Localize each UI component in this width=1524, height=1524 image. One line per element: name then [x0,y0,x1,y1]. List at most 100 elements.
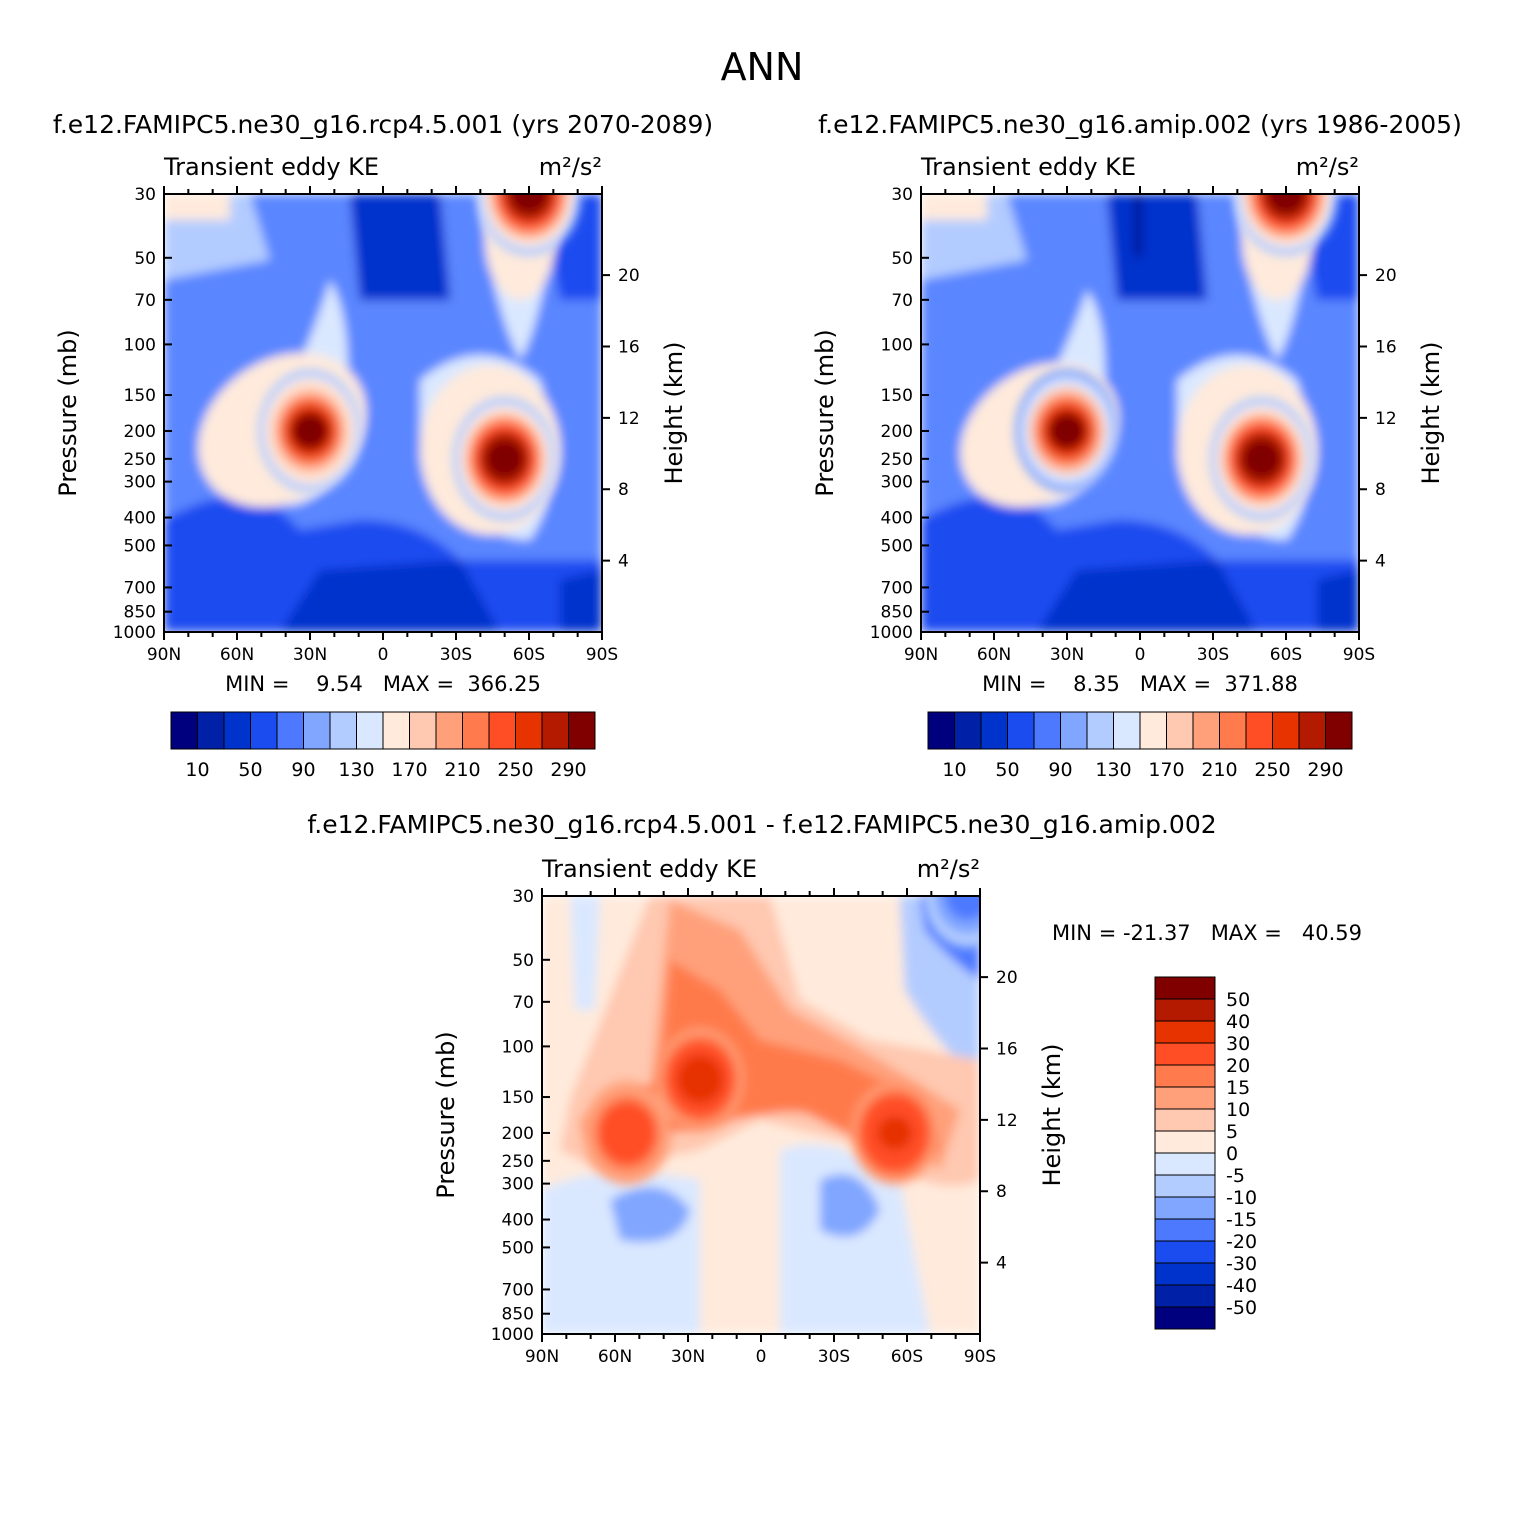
contour-band [609,1116,645,1150]
y2-tick-label: 12 [996,1111,1018,1131]
colorbar-box [435,711,463,750]
colorbar-box [954,711,982,750]
colorbar-box [409,711,437,750]
colorbar-box [1154,1284,1216,1308]
colorbar-box [515,711,543,750]
y2-axis-label: Height (km) [660,342,688,485]
colorbar-label: 210 [1201,759,1237,781]
x-tick-label: 60S [891,1347,923,1367]
x-tick-label: 90S [1343,645,1375,665]
stats-text: MIN = 8.35 MAX = 371.88 [982,672,1298,696]
colorbar-box [1154,1130,1216,1154]
y-tick-label: 500 [124,536,156,556]
y2-axis-label: Height (km) [1417,342,1445,485]
x-tick-label: 90S [964,1347,996,1367]
units-label: m²/s² [917,855,980,883]
x-tick-label: 60S [513,645,545,665]
y-tick-label: 200 [502,1124,534,1144]
y-tick-label: 400 [124,509,156,529]
y-tick-label: 700 [124,578,156,598]
colorbar-box [1154,1240,1216,1264]
colorbar-label: 30 [1226,1033,1250,1055]
colorbar-label: 10 [185,759,209,781]
y-tick-label: 100 [124,335,156,355]
colorbar-box [1033,711,1061,750]
colorbar-box [1113,711,1141,750]
x-tick-label: 60S [1270,645,1302,665]
y2-tick-label: 12 [1375,409,1397,429]
colorbar-box [1154,1262,1216,1286]
contour-band [1267,194,1305,213]
colorbar-label: 250 [497,759,533,781]
units-label: Transient eddy KE [541,855,757,883]
y-tick-label: 400 [881,509,913,529]
y2-tick-label: 8 [618,480,629,500]
colorbar-label: 40 [1226,1011,1250,1033]
x-tick-label: 60N [598,1347,632,1367]
y2-tick-label: 20 [1375,266,1397,286]
y-tick-label: 100 [881,335,913,355]
y2-tick-label: 16 [996,1039,1018,1059]
colorbar-box [170,711,198,750]
colorbar-label: -5 [1226,1165,1245,1187]
x-tick-label: 30S [818,1347,850,1367]
y-tick-label: 700 [881,578,913,598]
panel-case-title: f.e12.FAMIPC5.ne30_g16.amip.002 (yrs 198… [818,110,1462,139]
x-tick-label: 60N [220,645,254,665]
colorbar: 10 50 90 130 170 210 250 290 [927,711,1353,781]
colorbar-box [541,711,569,750]
y2-tick-label: 8 [996,1182,1007,1202]
y-tick-label: 1000 [113,623,156,643]
contour-band [950,896,980,913]
colorbar-box [1007,711,1035,750]
x-tick-label: 60N [977,645,1011,665]
y2-tick-label: 4 [618,552,629,572]
contour-band [291,412,329,450]
colorbar-label: 130 [1095,759,1131,781]
x-tick-label: 30N [1050,645,1084,665]
contour-band [486,440,524,478]
colorbar-box [568,711,596,750]
x-tick-label: 30S [1197,645,1229,665]
colorbar-box [250,711,278,750]
colorbar-label: 20 [1226,1055,1250,1077]
y-tick-label: 250 [124,450,156,470]
colorbar-box [980,711,1008,750]
y-tick-label: 850 [124,603,156,623]
x-tick-label: 30N [293,645,327,665]
colorbar-label: 10 [942,759,966,781]
y2-tick-label: 20 [996,968,1018,988]
y-tick-label: 250 [502,1152,534,1172]
x-tick-label: 0 [378,645,389,665]
y-tick-label: 150 [502,1088,534,1108]
colorbar-box [1154,998,1216,1022]
y2-axis-label: Height (km) [1038,1044,1066,1187]
colorbar-box [1219,711,1247,750]
colorbar-label: 210 [444,759,480,781]
colorbar-box [1272,711,1300,750]
colorbar-label: 15 [1226,1077,1250,1099]
colorbar-box [329,711,357,750]
y2-tick-label: 12 [618,409,640,429]
colorbar-label: -40 [1226,1275,1257,1297]
y-tick-label: 300 [881,473,913,493]
stats-text: MIN = -21.37 MAX = 40.59 [1052,921,1362,945]
y-tick-label: 30 [512,887,534,907]
x-tick-label: 30N [671,1347,705,1367]
contour-band [1243,440,1281,478]
y-tick-label: 70 [891,291,913,311]
x-tick-label: 0 [756,1347,767,1367]
y-tick-label: 200 [881,422,913,442]
units-label: Transient eddy KE [163,153,379,181]
y-tick-label: 150 [881,386,913,406]
colorbar-box [1154,1020,1216,1044]
colorbar-label: 50 [995,759,1019,781]
colorbar-box [1154,1064,1216,1088]
y-tick-label: 300 [124,473,156,493]
colorbar-box [1192,711,1220,750]
x-tick-label: 90N [147,645,181,665]
colorbar-box [462,711,490,750]
y-tick-label: 850 [881,603,913,623]
y2-tick-label: 20 [618,266,640,286]
units-label: Transient eddy KE [920,153,1136,181]
